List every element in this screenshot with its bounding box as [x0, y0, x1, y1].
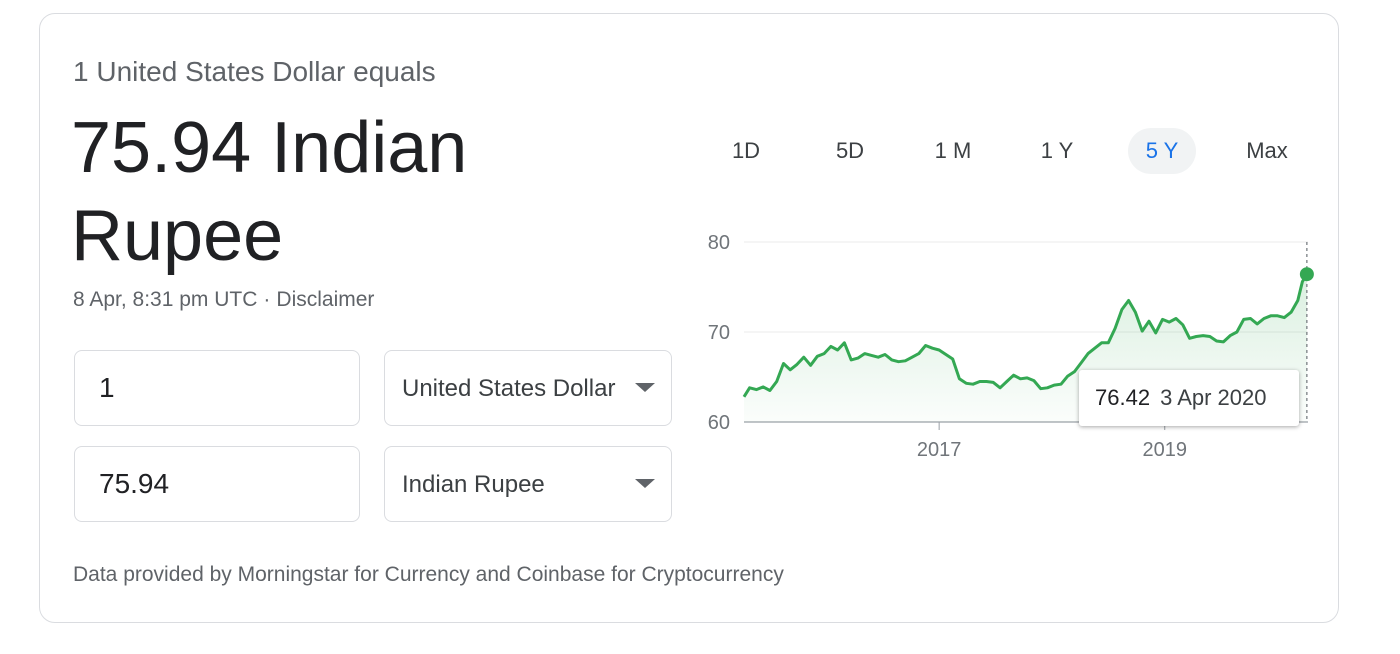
- range-tab-1m[interactable]: 1 M: [934, 138, 972, 163]
- timestamp-separator: ·: [263, 288, 271, 311]
- series-line: [742, 273, 1309, 398]
- update-timestamp: 8 Apr, 8:31 pm UTC · Disclaimer: [73, 288, 374, 312]
- equals-line: 1 United States Dollar equals: [73, 56, 436, 87]
- to-currency-select[interactable]: Indian Rupee: [384, 446, 672, 522]
- chevron-down-icon: [635, 479, 655, 488]
- tooltip-value: 76.42: [1095, 385, 1151, 410]
- range-tab-5y[interactable]: 5 Y: [1128, 128, 1196, 174]
- highlight-point: [1299, 267, 1314, 282]
- y-tick-label: 60: [708, 412, 730, 434]
- timestamp-text: 8 Apr, 8:31 pm UTC: [73, 288, 258, 311]
- to-currency-label: Indian Rupee: [402, 471, 545, 498]
- range-tab-1y[interactable]: 1 Y: [1040, 138, 1074, 163]
- conversion-result: 75.94 Indian Rupee: [71, 108, 468, 276]
- chart-tooltip: 76.42 3 Apr 2020: [1079, 370, 1299, 426]
- to-amount-field[interactable]: [74, 446, 360, 522]
- tooltip-date: 3 Apr 2020: [1160, 385, 1267, 410]
- from-currency-select[interactable]: United States Dollar: [384, 350, 672, 426]
- x-tick-label: 2017: [917, 439, 962, 461]
- from-amount-field[interactable]: [74, 350, 360, 426]
- disclaimer-link[interactable]: Disclaimer: [276, 288, 375, 311]
- range-tab-max[interactable]: Max: [1246, 138, 1288, 163]
- chevron-down-icon: [635, 383, 655, 392]
- time-range-tabs: 1D 5D 1 M 1 Y 5 Y Max: [713, 128, 1313, 174]
- data-source-note: Data provided by Morningstar for Currenc…: [73, 563, 784, 586]
- currency-converter-card: [39, 13, 1339, 623]
- x-tick-label: 2019: [1142, 439, 1187, 461]
- from-currency-label: United States Dollar: [402, 375, 616, 402]
- range-tab-1d[interactable]: 1D: [731, 138, 761, 163]
- from-amount-input[interactable]: [99, 372, 329, 404]
- y-tick-label: 80: [708, 232, 730, 254]
- range-tab-5d[interactable]: 5D: [835, 138, 865, 163]
- y-tick-label: 70: [708, 322, 730, 344]
- to-amount-input[interactable]: [99, 468, 329, 500]
